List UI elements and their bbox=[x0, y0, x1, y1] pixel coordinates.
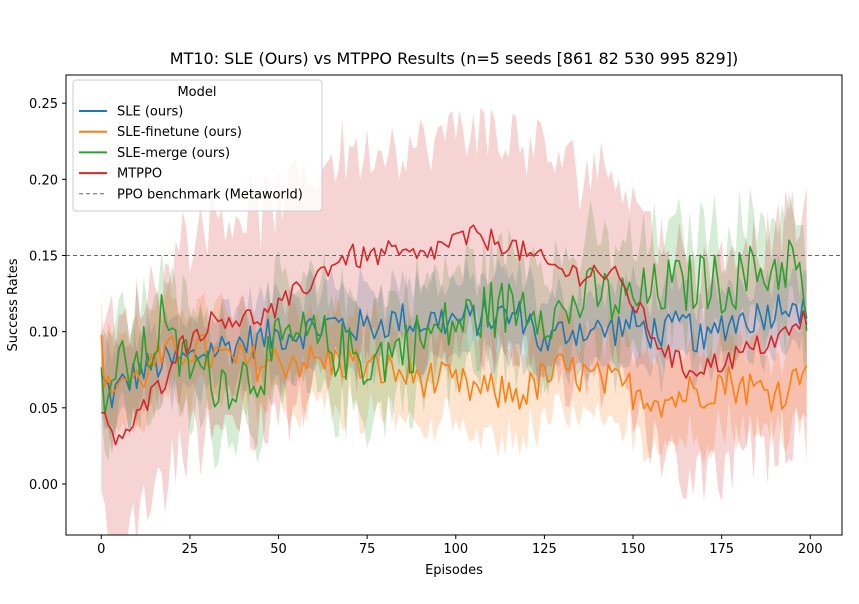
y-tick-label: 0.00 bbox=[29, 478, 58, 493]
legend-label-sle-finetune-ours: SLE-finetune (ours) bbox=[117, 125, 242, 140]
x-tick-label: 200 bbox=[798, 542, 823, 557]
band-mtppo bbox=[101, 107, 807, 535]
y-tick-label: 0.05 bbox=[29, 402, 58, 417]
line-sle-finetune-ours bbox=[100, 334, 808, 418]
legend-label-mtppo: MTPPO bbox=[117, 167, 162, 182]
y-axis-ticks: 0.00 0.05 0.10 0.15 0.20 0.25 bbox=[29, 97, 66, 493]
legend: Model SLE (ours) SLE-finetune (ours) SLE-m… bbox=[72, 79, 323, 212]
legend-box bbox=[72, 79, 323, 212]
x-tick-label: 125 bbox=[532, 542, 557, 557]
y-tick-label: 0.20 bbox=[29, 173, 58, 188]
x-tick-label: 100 bbox=[443, 542, 468, 557]
x-tick-label: 25 bbox=[182, 542, 199, 557]
x-tick-label: 0 bbox=[97, 542, 105, 557]
x-tick-label: 75 bbox=[359, 542, 376, 557]
legend-label-sle-merge-ours: SLE-merge (ours) bbox=[117, 146, 230, 161]
plot-area-frame bbox=[65, 74, 843, 536]
series-lines bbox=[100, 224, 808, 446]
line-mtppo bbox=[101, 224, 808, 446]
x-tick-label: 50 bbox=[270, 542, 287, 557]
legend-label-ppo-benchmark-metaworld: PPO benchmark (Metaworld) bbox=[117, 187, 303, 202]
y-tick-label: 0.10 bbox=[29, 326, 58, 341]
y-axis-label: Success Rates bbox=[6, 258, 21, 351]
x-tick-label: 150 bbox=[621, 542, 646, 557]
y-tick-label: 0.25 bbox=[29, 97, 58, 112]
chart-title: MT10: SLE (Ours) vs MTPPO Results (n=5 s… bbox=[170, 49, 738, 68]
x-axis-ticks: 0 25 50 75 100 125 150 175 200 bbox=[97, 535, 823, 557]
x-tick-label: 175 bbox=[709, 542, 734, 557]
y-tick-label: 0.15 bbox=[29, 249, 58, 264]
legend-title: Model bbox=[177, 85, 216, 100]
legend-items: SLE (ours) SLE-finetune (ours) SLE-merge (… bbox=[79, 105, 303, 202]
x-axis-label: Episodes bbox=[425, 563, 483, 578]
legend-label-sle-ours: SLE (ours) bbox=[117, 105, 183, 120]
line-sle-merge-ours bbox=[100, 239, 808, 415]
